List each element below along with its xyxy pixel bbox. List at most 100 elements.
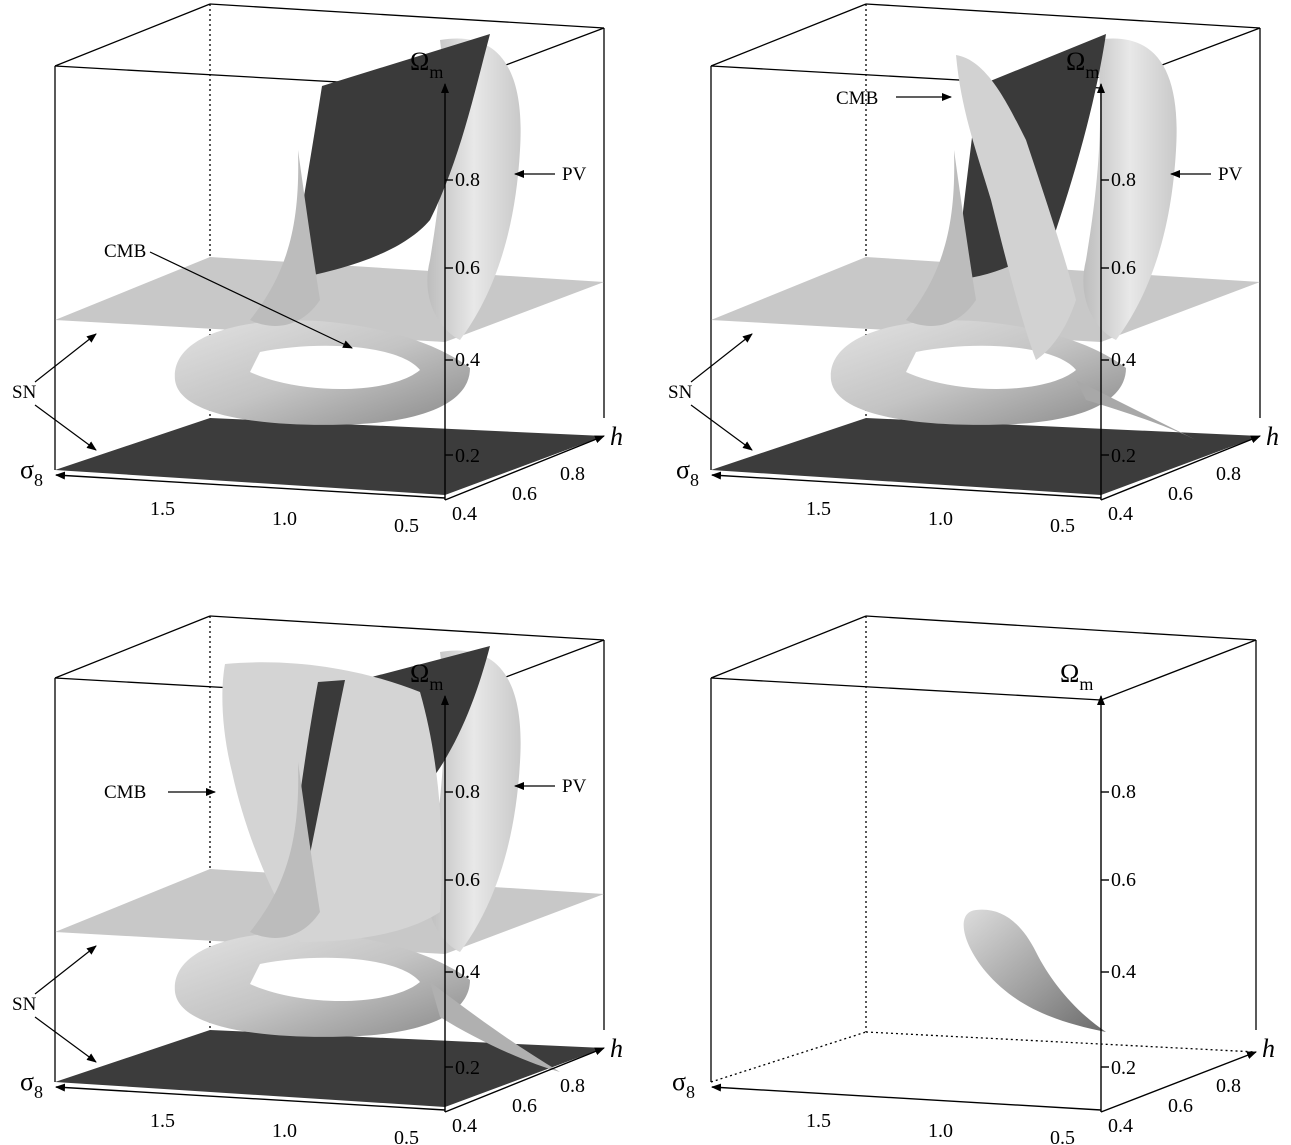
sigma-tick-1.0: 1.0 — [272, 1120, 297, 1142]
omega-axis-label: Ωm — [410, 659, 443, 694]
cmb-sheet — [290, 34, 490, 280]
pv-label: PV — [562, 164, 587, 185]
cmb-tail — [1076, 380, 1196, 440]
omega-axis — [1097, 83, 1109, 500]
h-tick-0.6: 0.6 — [512, 1095, 537, 1117]
sigma-tick-1.5: 1.5 — [806, 1110, 831, 1132]
h-axis — [444, 1047, 605, 1113]
pv-torus — [830, 320, 1126, 425]
h-tick-0.6: 0.6 — [1168, 483, 1193, 505]
sigma-axis-label: σ8 — [672, 1067, 695, 1102]
cmb-spike — [250, 762, 320, 938]
sigma-tick-1.0: 1.0 — [272, 508, 297, 530]
h-axis-label: h — [1266, 422, 1279, 451]
omega-tick-0.4: 0.4 — [455, 349, 480, 371]
omega-tick-0.2: 0.2 — [455, 445, 480, 467]
joint-constraint-blob — [963, 909, 1106, 1032]
cmb-twisted-sheet — [956, 55, 1076, 360]
h-tick-0.8: 0.8 — [560, 463, 585, 485]
omega-tick-0.6: 0.6 — [455, 257, 480, 279]
sn-floor-plane — [711, 418, 1260, 495]
panel-bottom-left: 0.8 0.6 0.4 0.2 1.5 1.0 0.5 0.4 0.6 0.8 … — [12, 615, 623, 1145]
omega-tick-0.4: 0.4 — [1111, 961, 1136, 983]
omega-tick-0.8: 0.8 — [1111, 169, 1136, 191]
omega-tick-0.6: 0.6 — [1111, 869, 1136, 891]
sigma-axis-label: σ8 — [676, 455, 699, 490]
sigma-tick-1.5: 1.5 — [150, 1110, 175, 1132]
h-tick-0.6: 0.6 — [512, 483, 537, 505]
h-tick-0.6: 0.6 — [1168, 1095, 1193, 1117]
omega-axis — [441, 695, 453, 1112]
box-frame — [710, 615, 1257, 1083]
h-tick-0.4: 0.4 — [1108, 503, 1133, 525]
h-axis — [444, 435, 605, 501]
panel-bottom-right: 0.8 0.6 0.4 0.2 1.5 1.0 0.5 0.4 0.6 0.8 … — [672, 615, 1275, 1145]
h-tick-0.4: 0.4 — [452, 503, 477, 525]
h-tick-0.4: 0.4 — [1108, 1115, 1133, 1137]
sigma-tick-0.5: 0.5 — [1050, 1127, 1075, 1145]
h-tick-0.8: 0.8 — [1216, 463, 1241, 485]
h-axis-label: h — [1262, 1034, 1275, 1063]
omega-tick-0.8: 0.8 — [455, 169, 480, 191]
sn-label: SN — [668, 382, 693, 403]
h-axis — [1100, 1051, 1257, 1113]
omega-axis — [441, 83, 453, 500]
omega-tick-0.2: 0.2 — [1111, 445, 1136, 467]
cmb-spike — [906, 150, 976, 326]
h-tick-0.4: 0.4 — [452, 1115, 477, 1137]
pv-torus — [174, 320, 471, 425]
sigma-axis — [55, 471, 446, 499]
sn-label: SN — [12, 994, 37, 1015]
pv-torus — [174, 932, 471, 1037]
sigma-tick-1.5: 1.5 — [150, 498, 175, 520]
sigma-axis-label: σ8 — [20, 1067, 43, 1102]
omega-tick-0.8: 0.8 — [455, 781, 480, 803]
sigma-axis — [55, 1083, 446, 1111]
sn-pointer-lower — [34, 1016, 97, 1063]
cmb-feathered-sheet — [222, 662, 442, 942]
pv-label: PV — [1218, 164, 1243, 185]
cmb-label: CMB — [104, 241, 146, 262]
sn-label: SN — [12, 382, 37, 403]
omega-tick-0.2: 0.2 — [1111, 1057, 1136, 1079]
h-axis-label: h — [610, 422, 623, 451]
cmb-label: CMB — [836, 88, 878, 109]
sigma-tick-1.0: 1.0 — [928, 1120, 953, 1142]
sn-pointer-upper — [34, 333, 97, 383]
omega-tick-0.6: 0.6 — [1111, 257, 1136, 279]
sn-pointer-lower — [34, 404, 97, 451]
sigma-tick-0.5: 0.5 — [394, 515, 419, 537]
sigma-axis — [711, 1083, 1102, 1111]
omega-tick-0.4: 0.4 — [1111, 349, 1136, 371]
omega-tick-0.6: 0.6 — [455, 869, 480, 891]
omega-axis-label: Ωm — [1066, 47, 1099, 82]
cmb-pointer — [149, 251, 353, 349]
sigma-tick-1.0: 1.0 — [928, 508, 953, 530]
omega-axis — [1097, 695, 1109, 1112]
sigma-tick-0.5: 0.5 — [394, 1127, 419, 1145]
sigma-axis-label: σ8 — [20, 455, 43, 490]
panel-top-left: 0.8 0.6 0.4 0.2 1.5 1.0 0.5 0.4 0.6 0.8 … — [12, 3, 623, 537]
cmb-label: CMB — [104, 782, 146, 803]
sn-pointer-lower — [690, 404, 753, 451]
pv-label: PV — [562, 776, 587, 797]
h-tick-0.8: 0.8 — [560, 1075, 585, 1097]
omega-tick-0.2: 0.2 — [455, 1057, 480, 1079]
sn-pointer-upper — [690, 333, 753, 383]
sigma-axis — [711, 471, 1102, 499]
h-axis — [1100, 435, 1261, 501]
omega-axis-label: Ωm — [410, 47, 443, 82]
cmb-spike — [250, 150, 320, 326]
h-axis-label: h — [610, 1034, 623, 1063]
omega-axis-label: Ωm — [1060, 659, 1093, 694]
omega-tick-0.4: 0.4 — [455, 961, 480, 983]
sn-floor-plane — [55, 1030, 604, 1107]
sigma-tick-1.5: 1.5 — [806, 498, 831, 520]
sigma-tick-0.5: 0.5 — [1050, 515, 1075, 537]
omega-tick-0.8: 0.8 — [1111, 781, 1136, 803]
h-tick-0.8: 0.8 — [1216, 1075, 1241, 1097]
sn-pointer-upper — [34, 945, 97, 995]
pv-sheet — [1083, 38, 1177, 341]
panel-top-right: 0.8 0.6 0.4 0.2 1.5 1.0 0.5 0.4 0.6 0.8 … — [668, 3, 1279, 537]
sn-floor-plane — [55, 418, 604, 495]
